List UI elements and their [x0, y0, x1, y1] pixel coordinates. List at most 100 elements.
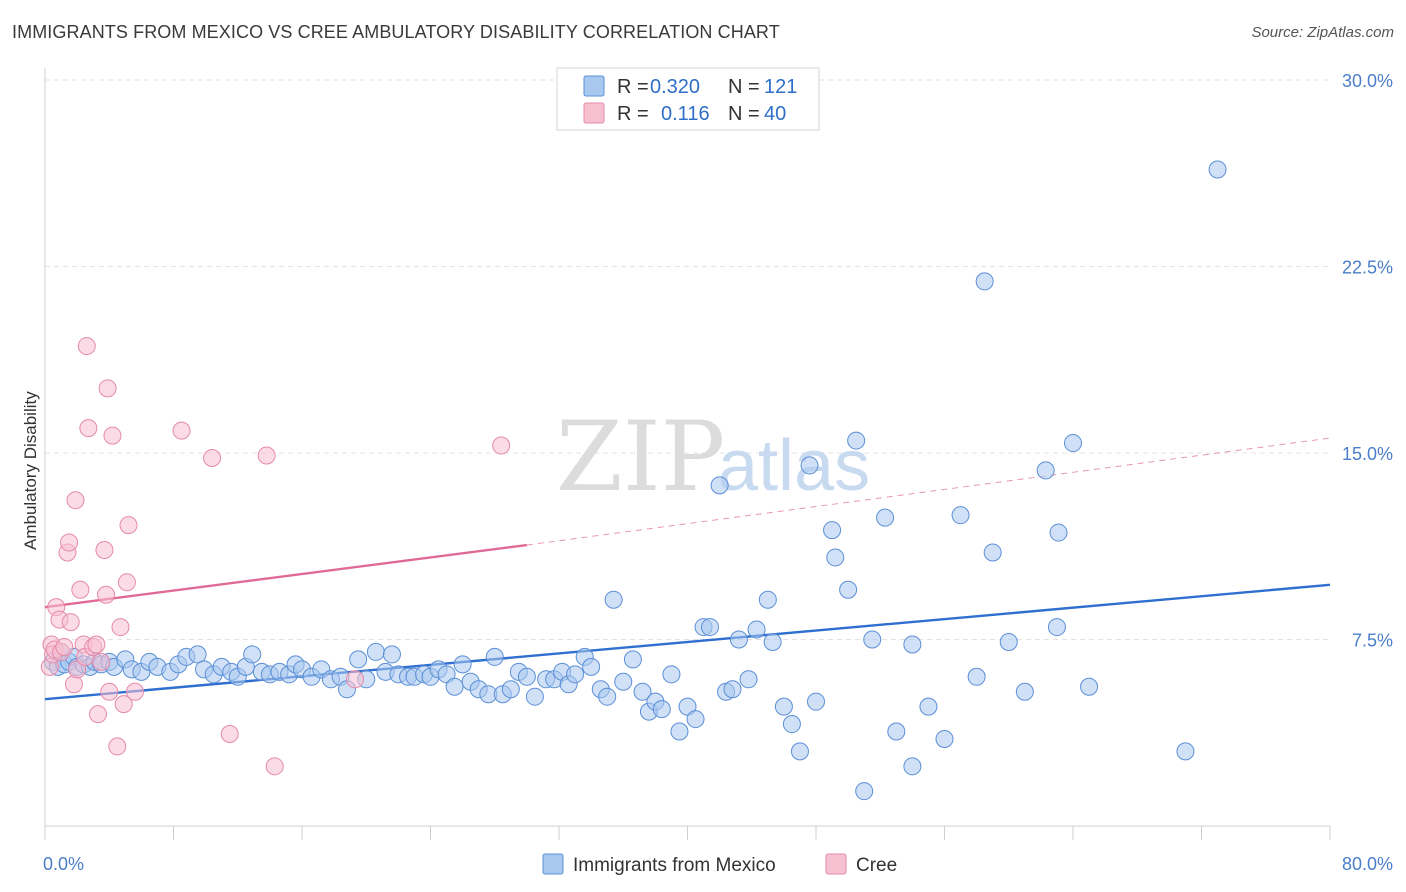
x-tick-label-max: 80.0% — [1342, 854, 1393, 874]
point-cree-28 — [108, 737, 127, 756]
y-tick-label-0: 7.5% — [1352, 631, 1393, 651]
point-cree-25 — [98, 379, 117, 398]
point-mexico-98 — [823, 521, 842, 540]
point-mexico-74 — [623, 650, 642, 669]
bottom-legend-swatch-cree — [825, 853, 847, 875]
point-mexico-120 — [1080, 677, 1099, 696]
point-mexico-103 — [863, 630, 882, 649]
point-mexico-40 — [349, 650, 368, 669]
point-mexico-91 — [758, 590, 777, 609]
point-mexico-99 — [826, 548, 845, 567]
point-mexico-117 — [1047, 618, 1066, 637]
point-mexico-89 — [739, 670, 758, 689]
trend-line-extension-1 — [526, 437, 1331, 546]
point-mexico-115 — [1015, 682, 1034, 701]
point-mexico-42 — [366, 642, 385, 661]
point-mexico-106 — [903, 635, 922, 654]
legend-n-label-cree: N = — [728, 103, 760, 125]
point-cree-10 — [61, 613, 80, 632]
legend-swatch-mexico — [583, 75, 605, 97]
point-cree-31 — [117, 573, 136, 592]
point-cree-20 — [87, 635, 106, 654]
point-mexico-82 — [686, 710, 705, 729]
point-mexico-73 — [614, 672, 633, 691]
point-cree-32 — [119, 516, 138, 535]
point-mexico-59 — [501, 680, 520, 699]
legend-r-value-cree: 0.116 — [661, 103, 710, 125]
point-cree-27 — [103, 426, 122, 445]
point-cree-7 — [55, 637, 74, 656]
point-mexico-112 — [975, 272, 994, 291]
point-cree-23 — [95, 540, 114, 559]
point-cree-33 — [125, 682, 144, 701]
legend-swatch-cree — [583, 102, 605, 124]
point-cree-36 — [220, 724, 239, 743]
point-cree-37 — [257, 446, 276, 465]
point-mexico-101 — [847, 431, 866, 450]
point-cree-39 — [346, 670, 365, 689]
point-mexico-113 — [983, 543, 1002, 562]
grid-lines — [45, 79, 1330, 640]
point-mexico-110 — [951, 506, 970, 525]
point-mexico-122 — [1208, 160, 1227, 179]
bottom-legend: Immigrants from Mexico Cree — [542, 853, 897, 876]
point-mexico-44 — [382, 645, 401, 664]
point-cree-35 — [203, 448, 222, 467]
point-mexico-79 — [662, 665, 681, 684]
legend-n-value-mexico: 121 — [764, 76, 797, 98]
point-mexico-100 — [839, 580, 858, 599]
point-mexico-108 — [919, 697, 938, 716]
point-mexico-72 — [604, 590, 623, 609]
y-tick-label-3: 30.0% — [1342, 71, 1393, 91]
point-cree-22 — [92, 652, 111, 671]
point-cree-40 — [492, 436, 511, 455]
point-mexico-88 — [729, 630, 748, 649]
point-mexico-104 — [876, 508, 895, 527]
point-cree-9 — [60, 533, 79, 552]
point-mexico-78 — [652, 700, 671, 719]
x-tick-label-min: 0.0% — [43, 854, 84, 874]
point-cree-11 — [64, 675, 83, 694]
legend-r-label-mexico: R = — [617, 76, 649, 98]
point-mexico-84 — [700, 618, 719, 637]
point-cree-14 — [71, 580, 90, 599]
point-mexico-62 — [525, 687, 544, 706]
point-mexico-102 — [855, 782, 874, 801]
point-mexico-92 — [763, 632, 782, 651]
point-mexico-67 — [566, 665, 585, 684]
point-mexico-57 — [485, 647, 504, 666]
legend-n-label-mexico: N = — [728, 76, 760, 98]
point-mexico-90 — [747, 620, 766, 639]
legend-r-label-cree: R = — [617, 103, 649, 125]
data-points — [40, 160, 1227, 801]
bottom-legend-swatch-mexico — [542, 853, 564, 875]
point-mexico-52 — [445, 677, 464, 696]
point-cree-17 — [77, 337, 96, 356]
point-mexico-21 — [188, 645, 207, 664]
point-mexico-87 — [723, 680, 742, 699]
point-cree-26 — [100, 682, 119, 701]
point-cree-18 — [79, 419, 98, 438]
point-mexico-121 — [1176, 742, 1195, 761]
point-mexico-114 — [999, 632, 1018, 651]
bottom-legend-label-mexico: Immigrants from Mexico — [573, 855, 776, 876]
point-mexico-61 — [517, 667, 536, 686]
point-cree-21 — [89, 705, 108, 724]
y-tick-label-2: 22.5% — [1342, 258, 1393, 278]
point-cree-30 — [114, 695, 133, 714]
axes — [44, 68, 1331, 840]
point-cree-12 — [66, 491, 85, 510]
point-mexico-118 — [1049, 523, 1068, 542]
point-mexico-95 — [790, 742, 809, 761]
point-mexico-107 — [903, 757, 922, 776]
point-mexico-116 — [1036, 461, 1055, 480]
bottom-legend-label-cree: Cree — [856, 855, 897, 876]
point-cree-24 — [97, 585, 116, 604]
point-mexico-75 — [633, 682, 652, 701]
point-mexico-109 — [935, 729, 954, 748]
point-mexico-28 — [243, 645, 262, 664]
point-cree-38 — [265, 757, 284, 776]
point-mexico-119 — [1064, 434, 1082, 453]
point-mexico-111 — [967, 667, 986, 686]
